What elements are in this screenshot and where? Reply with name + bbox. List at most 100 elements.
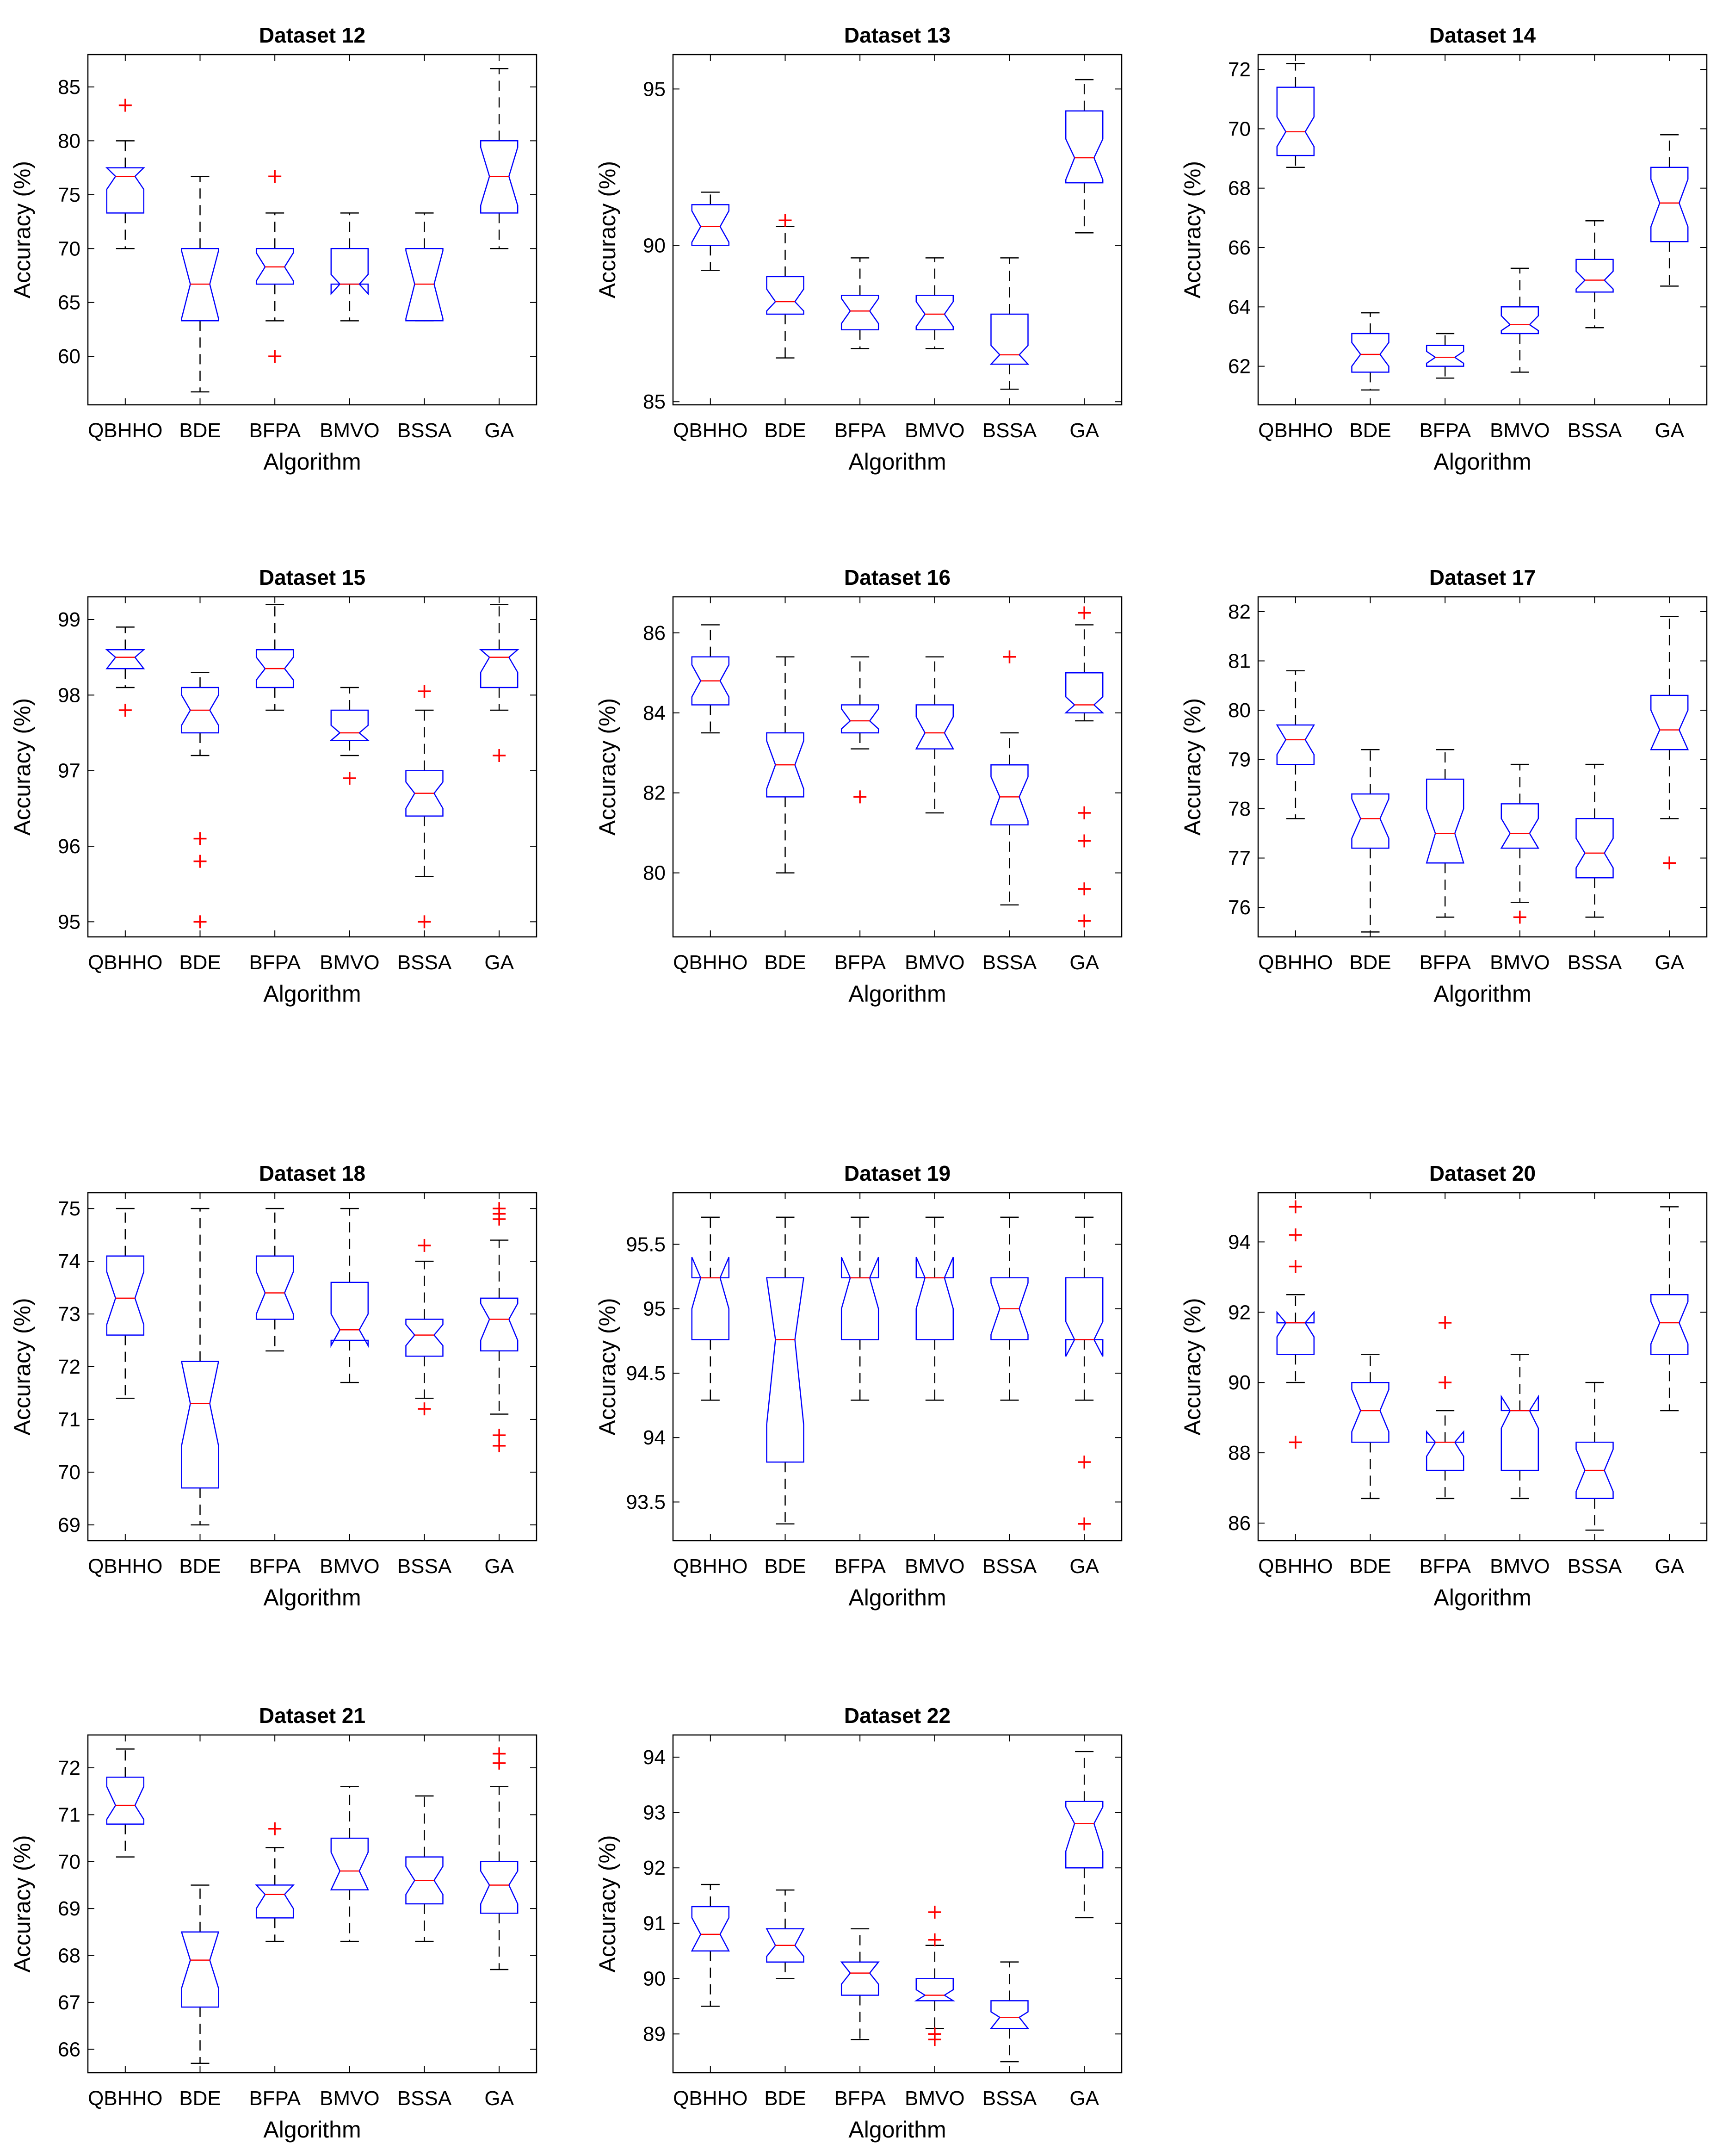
box-QBHHO (105, 626, 146, 717)
box-BFPA (255, 1822, 295, 1942)
x-tick-label: BMVO (1490, 1555, 1550, 1578)
box-BDE (180, 1208, 220, 1526)
y-tick-label: 82 (1228, 601, 1251, 623)
chart-title: Dataset 22 (844, 1704, 951, 1728)
y-tick-label: 70 (58, 1461, 80, 1484)
notched-box (1575, 259, 1614, 293)
notched-box (1351, 793, 1389, 849)
axes-frame (87, 54, 537, 406)
x-tick-label: GA (484, 951, 514, 974)
box-BFPA (840, 656, 879, 804)
outlier-marker (1078, 1456, 1091, 1469)
y-tick-label: 95 (58, 911, 80, 933)
chart-title: Dataset 20 (1429, 1161, 1536, 1185)
y-tick-label: 90 (643, 234, 666, 257)
outlier-marker (268, 1822, 282, 1835)
x-tick-label: BMVO (905, 419, 965, 442)
notched-box (106, 1255, 145, 1336)
outlier-marker (928, 1933, 941, 1946)
x-tick-label: BMVO (1490, 419, 1550, 442)
x-tick-label: QBHHO (88, 951, 162, 974)
notched-box (766, 1928, 805, 1963)
notched-box (840, 704, 879, 734)
box-BSSA (1575, 763, 1614, 918)
x-tick-label: BSSA (982, 951, 1037, 974)
y-tick-label: 86 (1228, 1512, 1251, 1535)
axes-frame (1257, 1192, 1708, 1542)
x-tick-label: BMVO (320, 951, 380, 974)
x-tick-label: BFPA (834, 419, 886, 442)
notched-box (1064, 672, 1105, 714)
notched-box (479, 649, 519, 688)
y-tick-label: 85 (58, 76, 80, 99)
outlier-marker (1289, 1228, 1302, 1242)
y-axis-label: Accuracy (%) (9, 1298, 35, 1435)
box-QBHHO (1276, 670, 1315, 819)
box-BDE (766, 1889, 805, 1979)
notched-box (329, 709, 370, 741)
x-axis-label: Algorithm (263, 449, 361, 475)
x-tick-label: BMVO (905, 2087, 965, 2110)
y-tick-label: 90 (643, 1968, 666, 1990)
box-BFPA (840, 257, 879, 349)
outlier-marker (1289, 1260, 1302, 1273)
axes-frame (87, 1192, 537, 1542)
x-axis-label: Algorithm (848, 981, 946, 1007)
x-tick-label: BSSA (1568, 419, 1622, 442)
y-tick-label: 95 (643, 78, 666, 100)
x-tick-label: GA (1069, 1555, 1099, 1578)
x-axis-label: Algorithm (263, 981, 361, 1007)
y-tick-label: 81 (1228, 650, 1251, 672)
y-tick-label: 86 (643, 622, 666, 644)
x-tick-label: BFPA (834, 951, 886, 974)
y-axis-label: Accuracy (%) (9, 161, 35, 298)
x-tick-label: BDE (179, 951, 221, 974)
y-tick-label: 97 (58, 760, 80, 782)
notched-box (1426, 778, 1464, 864)
y-tick-label: 94 (1228, 1231, 1251, 1253)
box-BDE (766, 656, 804, 874)
box-QBHHO (105, 99, 145, 249)
box-BDE (1351, 749, 1389, 933)
x-axis-label: Algorithm (1433, 1585, 1531, 1611)
box-BDE (181, 175, 219, 393)
x-tick-label: BMVO (320, 1555, 380, 1578)
y-tick-label: 93 (643, 1802, 666, 1824)
notched-box (766, 1277, 804, 1463)
chart-panel-11: Dataset 22 89 90 91 92 93 94 QBHHO BDE BFPA BMVO BS… (594, 1704, 1123, 2143)
chart-panel-9: Dataset 20 86 88 90 92 94 QBHHO BDE BFPA BMVO BSSA… (1179, 1161, 1708, 1611)
x-tick-label: BMVO (905, 951, 965, 974)
x-tick-label: BDE (764, 1555, 806, 1578)
y-tick-label: 71 (58, 1408, 80, 1431)
outlier-marker (268, 350, 282, 363)
outlier-marker (193, 855, 207, 868)
notched-box (840, 1257, 879, 1340)
x-tick-label: QBHHO (673, 951, 747, 974)
x-tick-label: BSSA (982, 419, 1037, 442)
notched-box (990, 1277, 1029, 1340)
box-BMVO (1501, 267, 1539, 373)
y-tick-label: 72 (1228, 58, 1251, 81)
y-axis-label: Accuracy (%) (594, 1298, 620, 1435)
chart-title: Dataset 14 (1429, 23, 1536, 47)
y-tick-label: 69 (58, 1897, 80, 1920)
y-tick-label: 94 (643, 1746, 666, 1769)
box-QBHHO (691, 192, 730, 271)
y-tick-label: 75 (58, 184, 80, 206)
notched-box (1650, 1294, 1689, 1355)
notched-box (255, 1884, 295, 1919)
chart-panel-1: Dataset 12 60 65 70 75 80 85 QBHHO BDE BFPA BMVO BS… (9, 23, 537, 475)
outlier-marker (1289, 1436, 1302, 1449)
notched-box (691, 1257, 730, 1340)
x-tick-label: BMVO (320, 2087, 380, 2110)
notched-box (915, 295, 954, 331)
notched-box (1065, 110, 1104, 184)
outlier-marker (343, 772, 356, 785)
box-GA (1650, 1206, 1689, 1412)
box-BDE (766, 214, 804, 359)
x-tick-label: GA (1069, 419, 1099, 442)
x-tick-label: BSSA (397, 2087, 452, 2110)
y-axis-label: Accuracy (%) (1179, 1298, 1205, 1435)
box-GA (1650, 134, 1689, 287)
x-axis-label: Algorithm (263, 2117, 361, 2143)
